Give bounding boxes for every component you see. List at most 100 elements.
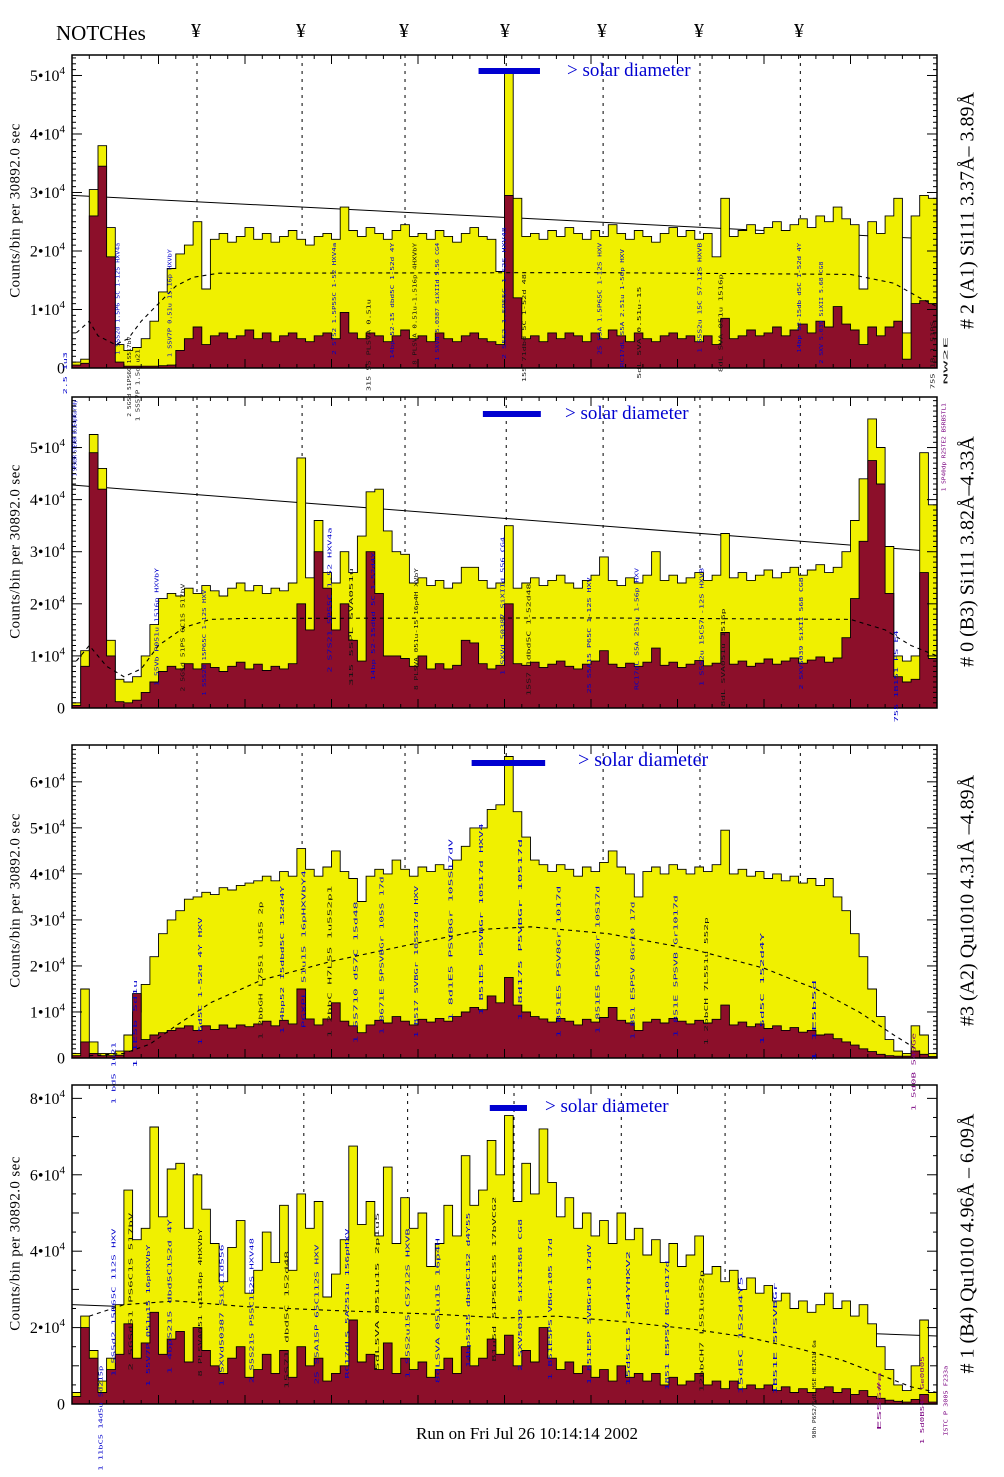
line-id-annotation: 15S7 1dbd5C 1-52d48: [527, 584, 533, 696]
line-id-annotation: 1 B51E5 PSV8Gr 1017d: [557, 886, 563, 1038]
y-tick-label: 8•104: [30, 1088, 66, 1108]
line-id-annotation: 98h P6S2/5dE HSE HEIA1b 6a: [812, 1340, 818, 1438]
line-id-annotation: 755 1B 1.51PS: [930, 321, 936, 389]
line-id-annotation: 2 5GSd51 PS6C1S 517bV: [129, 1213, 135, 1371]
line-id-annotation: NW2E: [943, 337, 949, 385]
line-id-annotation: 1 5S57P 1.5d u21: [136, 349, 142, 421]
line-id-annotation: 2 S5S215 P55C152S HXV48: [250, 1238, 256, 1383]
y-tick-label: 5•104: [30, 817, 66, 837]
line-id-annotation: ISTC P 3005 F233a: [943, 1366, 949, 1436]
line-id-annotation: 1 B51 E5P5V 8Gr10 17d: [630, 902, 636, 1040]
line-id-annotation: RC17dL S5A 2.51u 1-56p HXV: [620, 249, 626, 367]
line-id-annotation: 315 5S PLSVA 0.51u: [366, 299, 372, 391]
y-tick-label: 0: [57, 701, 65, 718]
y-tick-label: 4•104: [30, 1241, 66, 1261]
panel-right-title: # 0 (B3) Si111 3.82Å–4.33Å: [956, 435, 979, 667]
notch-yen-marker: ¥: [597, 20, 607, 42]
line-id-annotation: 14bp 52-15db d5C 1-52d 4Y: [797, 243, 803, 353]
solar-diameter-bar: [471, 760, 546, 766]
solar-diameter-label: > solar diameter: [578, 749, 709, 771]
y-tick-label: 3•104: [30, 541, 66, 561]
run-timestamp: Run on Fri Jul 26 10:14:14 2002: [416, 1424, 638, 1443]
line-id-annotation: 1 SXVd 50387 SiXIId 556 CG4: [501, 537, 507, 675]
y-tick-label: 1•104: [30, 1001, 66, 1021]
solar-diameter-label: > solar diameter: [567, 60, 691, 81]
y-tick-label: 4•104: [30, 863, 66, 883]
line-id-annotation: 1 1E5b5d: [812, 980, 818, 1062]
notch-yen-marker: ¥: [399, 20, 409, 42]
line-id-annotation: 1 2bbGH L7551 u155 2p: [258, 902, 264, 1040]
y-tick-label: 4•104: [30, 489, 66, 509]
line-id-annotation: 1 55Vb P051u 1516p HXVbY: [155, 568, 161, 686]
line-id-annotation: 1 8d1E5 PSVBGr 105S17dV: [449, 839, 455, 1021]
line-id-annotation: 2 SXV 5.039 SiXII 5.68 CG8: [819, 262, 825, 364]
line-id-annotation: 15S71 dbd5C 152d48: [284, 1251, 290, 1389]
line-id-annotation: 1 851E5P SVBGr10 17dV: [587, 1245, 593, 1385]
y-tick-label: 5•104: [30, 65, 66, 85]
line-id-annotation: 1 851E 5PSVB Gr1017d: [674, 895, 680, 1037]
line-id-annotation: 1 bd5 1u21: [111, 1042, 117, 1104]
y-tick-label: 2•104: [30, 593, 66, 613]
y-tick-label: 1•104: [30, 299, 66, 319]
notch-yen-marker: ¥: [500, 20, 510, 42]
line-id-annotation: 1 SXVd50387 SiXIId556: [219, 1245, 225, 1387]
line-id-annotation: 1 11bC5 14d5u 5d215p: [98, 1366, 104, 1471]
line-id-annotation: 5dL 5VA 0.51u-15: [637, 287, 643, 379]
line-id-annotation: 2.5 1u3: [63, 352, 69, 394]
line-id-annotation: 2 S7S2 1.5P55C 1-52 HXV4a: [332, 243, 338, 355]
line-id-annotation: 315 5SPL SVA051u: [349, 568, 355, 686]
line-id-annotation: 1 SP5d5R STEVBR B51E4pVGurldy: [72, 400, 78, 476]
line-id-annotation: 1 851E5 P5VBGr 10S17d: [596, 886, 602, 1034]
line-id-annotation: 1 S5S2u 15C57 -12S HXVB: [699, 568, 705, 686]
line-id-annotation: 14bp 52-15 dbd5C 1-52d 4Y: [390, 243, 396, 359]
y-axis-title: Counts/bin per 30892.0 sec: [7, 122, 24, 298]
line-id-annotation: 1 2bbC H7L55 1u552p1: [328, 886, 334, 1038]
line-id-annotation: 1 S5S2u15 C5712S HXVB: [405, 1229, 411, 1379]
line-id-annotation: 1 5d5C 152d4Y: [760, 933, 766, 1045]
line-id-annotation: 25 S5A15 P65C 1-12S HXV: [587, 577, 593, 693]
line-id-annotation: 8dL SVA 051u 1516p: [719, 274, 725, 372]
line-id-annotation: 755 1B151 PS E4: [894, 630, 900, 722]
line-id-annotation: 1 1E5b 5d1u: [133, 980, 139, 1068]
line-id-annotation: 25 S5A15P 65C112S HXV: [315, 1245, 321, 1385]
y-tick-label: 2•104: [30, 240, 66, 260]
solar-diameter-bar: [482, 411, 541, 417]
line-id-annotation: 1 8671E 5PSVBGr 105S 17d: [379, 877, 385, 1035]
y-tick-label: 0: [57, 1397, 65, 1414]
solar-diameter-label: > solar diameter: [545, 1096, 669, 1117]
line-id-annotation: 1 B517 SVBGr 105S17d HXV: [414, 886, 420, 1038]
line-id-annotation: 14bp5215 dbd5C152 d4Y55: [466, 1213, 472, 1368]
line-id-annotation: 1 B51E5PS VBGr105 17d: [548, 1238, 554, 1380]
line-id-annotation: 1B51E 5PSVBGr: [773, 1283, 779, 1395]
line-id-annotation: 1 4bp52 15dbd5C 152d4Y: [280, 886, 286, 1034]
line-id-annotation: 1 8d175 P5VBGr 10517d: [518, 839, 524, 1021]
solar-diameter-bar: [489, 1105, 527, 1111]
y-tick-label: 4•104: [30, 123, 66, 143]
line-id-annotation: 1 4bp5215 dbd5C152d 4Y: [168, 1219, 174, 1374]
line-id-annotation: 1 B51E5 PSVBGr 10517d HXV4: [479, 823, 485, 1015]
notch-yen-marker: ¥: [694, 20, 704, 42]
line-id-annotation: 1851 E5PSV BGr1017d: [665, 1261, 671, 1391]
line-id-annotation: ESSS#a: [877, 1372, 883, 1430]
line-id-annotation: 15S 71dbd 5C 1-52d 48: [522, 274, 528, 382]
notch-yen-marker: ¥: [191, 20, 201, 42]
line-id-annotation: 15d5C 152d4Y5: [738, 1276, 744, 1394]
line-id-annotation: RC17dL S5A 251u 1-56p HXV: [635, 568, 641, 690]
y-tick-label: 0: [57, 361, 65, 378]
solar-diameter-bar: [478, 68, 540, 74]
line-id-annotation: 1 5d0B549 Ge0005: [920, 1356, 926, 1444]
y-tick-label: 2•104: [30, 1317, 66, 1337]
notch-yen-marker: ¥: [296, 20, 306, 42]
y-tick-label: 6•104: [30, 1164, 66, 1184]
y-tick-label: 3•104: [30, 182, 66, 202]
line-id-annotation: 1 S5S2d 15P65C 1-12S HXV: [202, 590, 208, 696]
line-id-annotation: 2 5GSd 51PS 6C1S 517bV: [180, 584, 186, 692]
line-id-annotation: 5dL5VA 051u15 2p1u5: [375, 1213, 381, 1371]
line-id-annotation: 1 5S5d2 15P65C 112S HXV: [111, 1229, 117, 1377]
line-id-annotation: 1 S5S2d 1.5P6 5C 1-12S HXV4a: [116, 243, 122, 355]
line-id-annotation: 2 5GSd 51PS6C 1S517bV: [127, 337, 133, 417]
line-id-annotation: 2 SXV5039 SiXII568 CG8: [518, 1219, 524, 1371]
solar-diameter-label: > solar diameter: [565, 403, 689, 424]
line-id-annotation: 1 5d0B 549Ge: [911, 1033, 917, 1111]
